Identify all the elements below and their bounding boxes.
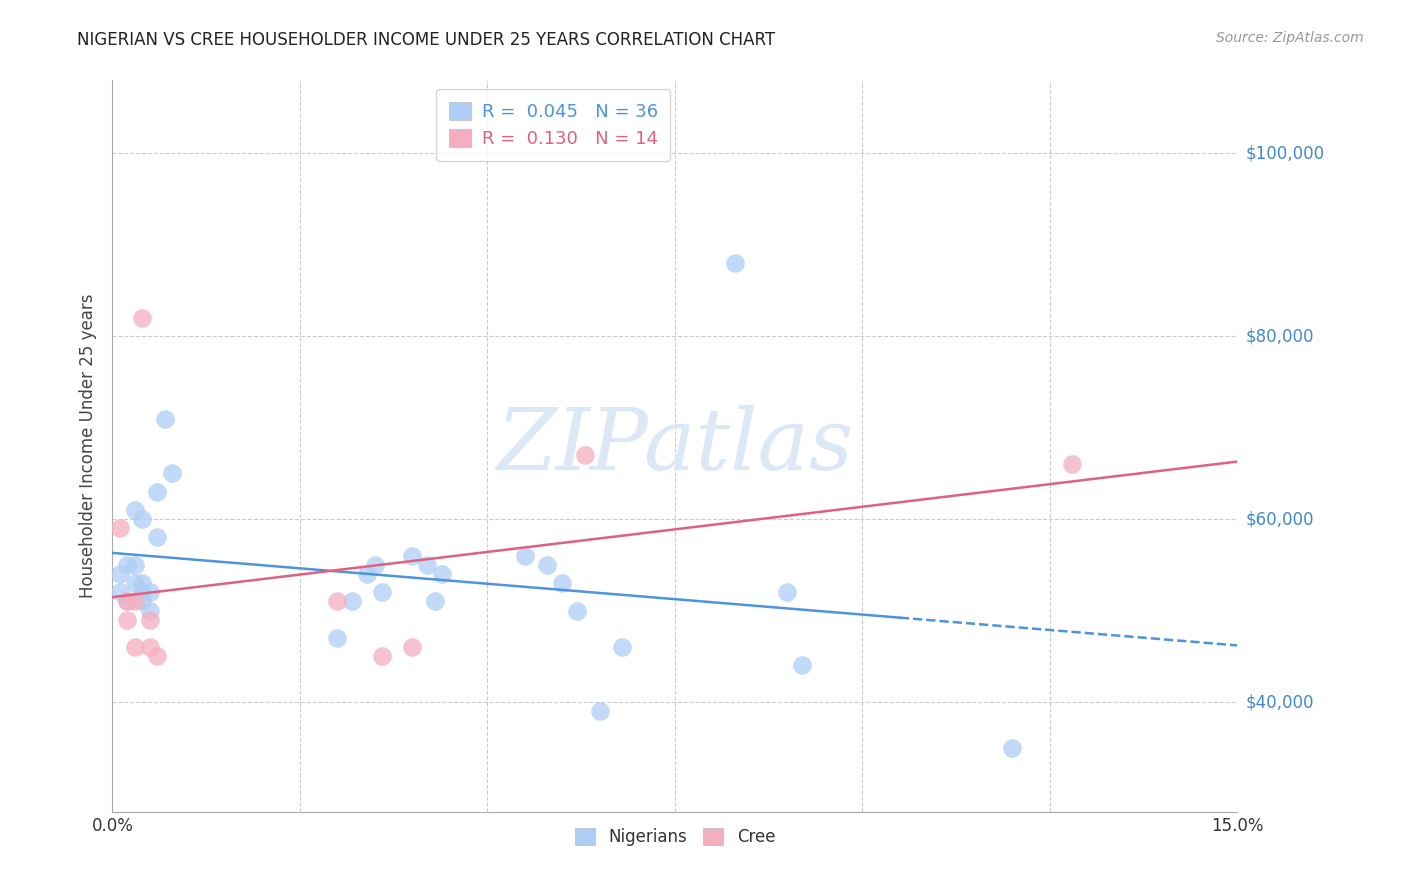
Point: [724, 256, 747, 270]
Text: $80,000: $80,000: [1246, 327, 1315, 345]
Point: [792, 658, 814, 673]
Text: $40,000: $40,000: [1246, 693, 1315, 711]
Point: [371, 585, 394, 599]
Point: [612, 640, 634, 655]
Point: [326, 594, 349, 608]
Point: [124, 640, 146, 655]
Point: [589, 704, 612, 718]
Point: [162, 467, 184, 481]
Point: [423, 594, 446, 608]
Point: [131, 310, 153, 325]
Point: [131, 585, 153, 599]
Point: [117, 558, 139, 572]
Point: [117, 594, 139, 608]
Point: [108, 567, 131, 582]
Text: $60,000: $60,000: [1246, 510, 1315, 528]
Point: [356, 567, 378, 582]
Point: [326, 631, 349, 645]
Point: [401, 549, 423, 563]
Point: [371, 649, 394, 664]
Point: [117, 613, 139, 627]
Point: [139, 613, 162, 627]
Point: [401, 640, 423, 655]
Text: $100,000: $100,000: [1246, 145, 1324, 162]
Point: [567, 603, 589, 617]
Point: [536, 558, 558, 572]
Point: [342, 594, 364, 608]
Point: [513, 549, 536, 563]
Point: [139, 640, 162, 655]
Point: [139, 585, 162, 599]
Point: [124, 594, 146, 608]
Text: ZIPatlas: ZIPatlas: [496, 405, 853, 487]
Point: [131, 576, 153, 591]
Point: [124, 576, 146, 591]
Point: [1001, 740, 1024, 755]
Point: [139, 603, 162, 617]
Y-axis label: Householder Income Under 25 years: Householder Income Under 25 years: [79, 293, 97, 599]
Point: [131, 594, 153, 608]
Point: [153, 411, 176, 425]
Point: [574, 448, 596, 462]
Point: [551, 576, 574, 591]
Legend: Nigerians, Cree: Nigerians, Cree: [567, 820, 783, 855]
Point: [124, 558, 146, 572]
Point: [131, 512, 153, 526]
Point: [117, 594, 139, 608]
Point: [432, 567, 454, 582]
Text: Source: ZipAtlas.com: Source: ZipAtlas.com: [1216, 31, 1364, 45]
Point: [1062, 457, 1084, 471]
Point: [146, 484, 169, 499]
Point: [416, 558, 439, 572]
Point: [146, 530, 169, 544]
Point: [108, 585, 131, 599]
Text: NIGERIAN VS CREE HOUSEHOLDER INCOME UNDER 25 YEARS CORRELATION CHART: NIGERIAN VS CREE HOUSEHOLDER INCOME UNDE…: [77, 31, 776, 49]
Point: [124, 503, 146, 517]
Point: [776, 585, 799, 599]
Point: [108, 521, 131, 535]
Point: [364, 558, 387, 572]
Point: [146, 649, 169, 664]
